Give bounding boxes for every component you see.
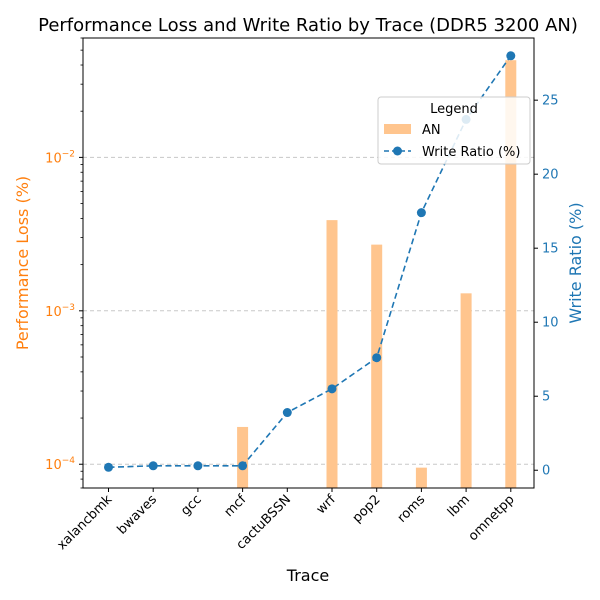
right-y-tick-label: 20 bbox=[542, 168, 559, 183]
left-y-axis-label: Performance Loss (%) bbox=[13, 176, 32, 350]
right-y-tick-label: 0 bbox=[542, 464, 550, 479]
write-ratio-point-xalancbmk bbox=[104, 462, 113, 472]
right-y-axis: 0 5 10 15 20 25 bbox=[534, 94, 559, 479]
right-y-tick-label: 15 bbox=[542, 242, 559, 257]
x-tick-label-omnetpp: omnetpp bbox=[466, 492, 518, 544]
chart-title: Performance Loss and Write Ratio by Trac… bbox=[38, 15, 578, 36]
write-ratio-point-roms bbox=[416, 208, 426, 218]
write-ratio-point-cactuBSSN bbox=[282, 408, 292, 418]
write-ratio-point-mcf bbox=[238, 461, 248, 471]
right-y-axis-label: Write Ratio (%) bbox=[566, 202, 585, 323]
grid-lines bbox=[83, 156, 534, 465]
right-y-tick-label: 10 bbox=[542, 316, 559, 331]
bar-series bbox=[237, 60, 517, 489]
bar-pop2 bbox=[371, 244, 383, 488]
x-tick-label-mcf: mcf bbox=[222, 492, 250, 520]
legend-box bbox=[377, 96, 531, 165]
write-ratio-point-gcc bbox=[193, 461, 203, 471]
x-tick-label-lbm: lbm bbox=[445, 492, 473, 520]
write-ratio-point-pop2 bbox=[372, 353, 382, 363]
right-y-tick-label: 25 bbox=[542, 94, 559, 109]
legend-label-write-ratio: Write Ratio (%) bbox=[422, 145, 520, 160]
left-y-axis: 10−4 10−3 10−2 bbox=[45, 37, 83, 489]
legend-swatch-an bbox=[384, 124, 411, 134]
bar-roms bbox=[415, 467, 427, 488]
x-tick-label-gcc: gcc bbox=[178, 492, 205, 519]
bar-omnetpp bbox=[505, 60, 517, 488]
write-ratio-point-omnetpp bbox=[506, 51, 516, 61]
x-tick-label-wrf: wrf bbox=[314, 492, 339, 517]
bar-mcf bbox=[237, 426, 249, 488]
write-ratio-point-bwaves bbox=[148, 461, 158, 471]
right-y-tick-label: 5 bbox=[542, 390, 550, 405]
x-tick-label-bwaves: bwaves bbox=[115, 492, 161, 538]
left-y-tick-label: 10−4 bbox=[45, 456, 75, 473]
left-y-tick-label: 10−2 bbox=[45, 149, 75, 166]
write-ratio-line bbox=[108, 55, 512, 469]
x-tick-label-roms: roms bbox=[395, 492, 429, 526]
x-axis-label: Trace bbox=[286, 566, 329, 585]
legend-title: Legend bbox=[430, 102, 478, 117]
legend: Legend AN Write Ratio (%) bbox=[377, 96, 531, 165]
x-tick-label-pop2: pop2 bbox=[350, 492, 384, 526]
legend-label-an: AN bbox=[422, 123, 441, 138]
bar-wrf bbox=[326, 220, 338, 489]
plot-frame bbox=[82, 37, 535, 489]
write-ratio-point-wrf bbox=[327, 384, 337, 394]
bar-lbm bbox=[460, 293, 472, 488]
x-tick-label-xalancbmk: xalancbmk bbox=[54, 492, 115, 553]
legend-swatch-write-ratio-marker bbox=[393, 146, 402, 156]
left-y-tick-label: 10−3 bbox=[45, 303, 75, 320]
